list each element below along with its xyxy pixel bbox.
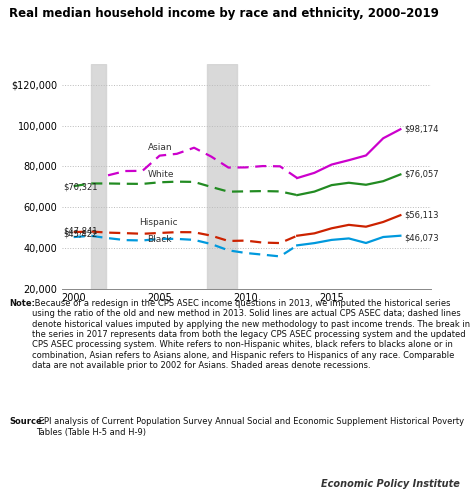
Text: $56,113: $56,113 [404, 211, 438, 220]
Text: White: White [147, 170, 174, 179]
Text: $46,073: $46,073 [404, 233, 438, 242]
Text: $47,841: $47,841 [64, 226, 98, 235]
Text: Economic Policy Institute: Economic Policy Institute [321, 479, 460, 489]
Text: Source:: Source: [9, 417, 46, 426]
Text: Note:: Note: [9, 299, 36, 308]
Text: $98,174: $98,174 [404, 125, 438, 134]
Text: Real median household income by race and ethnicity, 2000–2019: Real median household income by race and… [9, 7, 439, 20]
Text: $45,422: $45,422 [64, 230, 98, 239]
Text: Asian: Asian [147, 143, 172, 152]
Bar [207, 64, 237, 289]
Text: $70,321: $70,321 [64, 183, 98, 192]
Bar [91, 64, 106, 289]
Text: $76,057: $76,057 [404, 170, 438, 179]
Text: Hispanic: Hispanic [139, 218, 178, 227]
Text: EPI analysis of Current Population Survey Annual Social and Economic Supplement : EPI analysis of Current Population Surve… [36, 417, 464, 437]
Text: Black: Black [147, 235, 172, 244]
Text: Because of a redesign in the CPS ASEC income questions in 2013, we imputed the h: Because of a redesign in the CPS ASEC in… [32, 299, 470, 370]
